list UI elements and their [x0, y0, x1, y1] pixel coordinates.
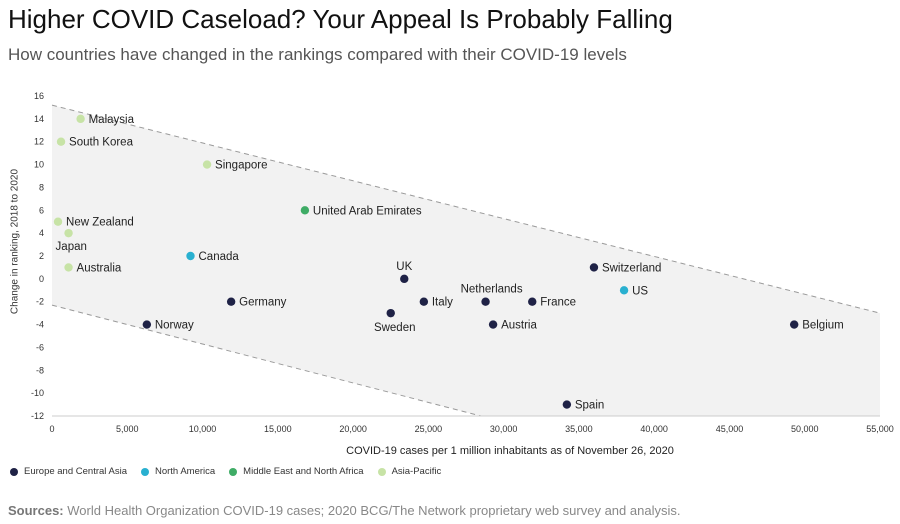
y-tick-label: 6: [39, 205, 44, 215]
data-point-label: Switzerland: [602, 262, 661, 274]
x-tick-label: 0: [49, 424, 54, 434]
legend-label-asia-pacific: Asia-Pacific: [391, 466, 442, 477]
data-point: [789, 320, 799, 329]
legend-item-asia-pacific: Asia-Pacific: [377, 466, 442, 477]
data-point: [419, 297, 429, 306]
data-point-label: Austria: [501, 320, 537, 332]
data-point: [488, 320, 498, 329]
data-point: [300, 206, 310, 215]
data-point: [64, 228, 73, 238]
data-point: [142, 320, 152, 329]
scatter-chart: -12 -10 -8 -6 -4 -2 0 2 4 6 8 10 12 14 16 0 5,000 10,000 1…: [31, 91, 894, 434]
data-point: [386, 308, 395, 318]
data-point: [202, 160, 212, 169]
y-tick-label: 2: [39, 251, 44, 261]
y-tick-label: 0: [39, 274, 44, 284]
data-point-label: Norway: [155, 320, 194, 332]
sources-text: World Health Organization COVID-19 cases…: [67, 503, 681, 518]
legend-marker-asia-pacific: [377, 467, 386, 476]
data-point: [481, 297, 490, 306]
x-tick-label: 45,000: [716, 424, 744, 434]
y-tick-label: -8: [36, 365, 44, 375]
x-tick-label: 35,000: [565, 424, 593, 434]
legend-marker-middle-east: [229, 467, 238, 476]
data-point: [186, 251, 195, 261]
y-tick-label: 14: [34, 114, 44, 124]
data-point: [400, 274, 409, 284]
x-tick-label: 20,000: [339, 424, 367, 434]
data-point: [619, 286, 629, 295]
data-point-label: Belgium: [802, 320, 844, 332]
y-tick-label: -10: [31, 388, 44, 398]
x-tick-label: 30,000: [490, 424, 518, 434]
x-tick-label: 10,000: [189, 424, 217, 434]
y-tick-label: 10: [34, 160, 44, 170]
data-point: [76, 114, 85, 124]
trend-band-fill: [52, 105, 880, 417]
data-point: [56, 137, 66, 146]
legend-item-europe: Europe and Central Asia: [10, 466, 127, 477]
x-tick-label: 25,000: [415, 424, 443, 434]
data-point: [528, 297, 537, 306]
lower-trend-line: [51, 304, 482, 417]
data-point-label: United Arab Emirates: [313, 205, 422, 217]
sources-label: Sources:: [8, 503, 64, 518]
y-tick-label: -12: [31, 411, 44, 421]
data-point: [562, 400, 572, 409]
data-point: [53, 217, 63, 226]
data-point-label: Germany: [239, 297, 287, 309]
legend-item-middle-east: Middle East and North Africa: [229, 466, 364, 477]
data-point: [64, 263, 73, 272]
y-tick-label: 4: [39, 228, 44, 238]
x-tick-label: 5,000: [116, 424, 139, 434]
data-point-label: Australia: [77, 262, 122, 274]
data-point: [589, 263, 599, 272]
legend: Europe and Central Asia North America Mi…: [10, 466, 441, 477]
x-axis-label: COVID-19 cases per 1 million inhabitants…: [346, 445, 674, 457]
legend-label-middle-east: Middle East and North Africa: [243, 466, 364, 477]
data-point-label: UK: [396, 261, 412, 273]
y-tick-label: 12: [34, 137, 44, 147]
legend-label-north-america: North America: [154, 466, 216, 477]
data-point-label: US: [632, 285, 648, 297]
chart-subtitle: How countries have changed in the rankin…: [8, 45, 627, 64]
data-point-label: Netherlands: [461, 284, 523, 296]
data-point: [226, 297, 236, 306]
data-point-label: Malaysia: [89, 114, 135, 126]
y-tick-label: 8: [39, 182, 44, 192]
x-tick-label: 40,000: [640, 424, 668, 434]
data-point-label: New Zealand: [66, 217, 134, 229]
data-point-label: France: [540, 297, 576, 309]
legend-marker-north-america: [140, 467, 149, 476]
data-point-label: Japan: [56, 241, 87, 253]
upper-trend-line: [51, 104, 881, 314]
data-point-label: Spain: [575, 400, 604, 412]
y-tick-label: 16: [34, 91, 44, 101]
chart-title: Higher COVID Caseload? Your Appeal Is Pr…: [8, 4, 673, 34]
legend-label-europe: Europe and Central Asia: [24, 466, 127, 477]
legend-marker-europe: [10, 467, 18, 476]
data-point-label: Italy: [432, 297, 453, 309]
x-tick-label: 50,000: [791, 424, 819, 434]
data-point-label: Sweden: [374, 322, 416, 334]
legend-item-north-america: North America: [140, 466, 216, 477]
x-tick-label: 55,000: [866, 424, 894, 434]
data-point-label: South Korea: [69, 137, 134, 149]
y-tick-label: -6: [36, 342, 44, 352]
y-tick-label: -2: [36, 297, 44, 307]
data-point-label: Singapore: [215, 160, 267, 172]
x-tick-label: 15,000: [264, 424, 292, 434]
sources-note: Sources: World Health Organization COVID…: [8, 503, 680, 518]
y-tick-label: -4: [36, 320, 44, 330]
data-point-label: Canada: [199, 251, 240, 263]
